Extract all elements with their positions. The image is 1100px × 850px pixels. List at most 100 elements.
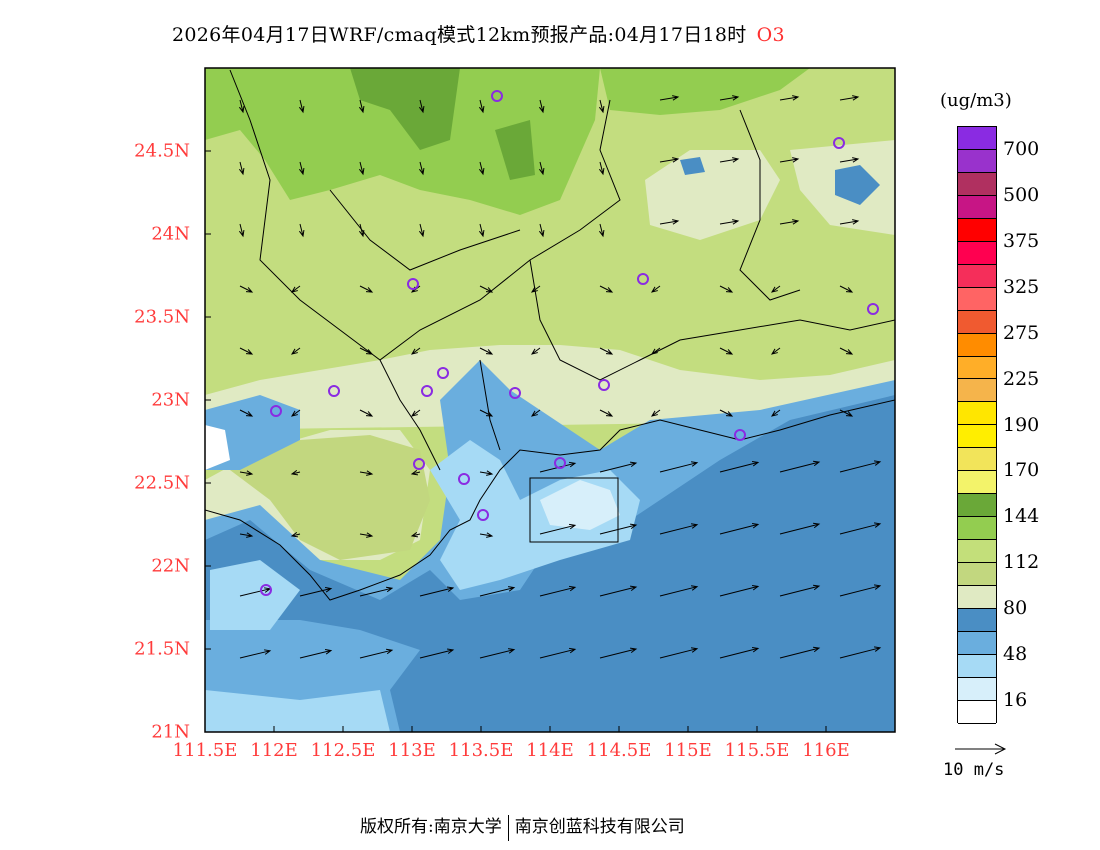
- colorbar-swatch: [958, 609, 996, 632]
- contour-green: [205, 68, 600, 215]
- colorbar-swatch: [958, 586, 996, 610]
- colorbar-swatch: [958, 540, 996, 564]
- colorbar-label: 375: [1003, 229, 1040, 252]
- wind-arrow-icon: [479, 470, 494, 476]
- site-marker-icon: [598, 379, 610, 391]
- colorbar-swatch: [958, 677, 996, 701]
- colorbar-swatch: [958, 654, 996, 678]
- contour-blue-nw: [205, 395, 300, 470]
- wind-arrow-icon: [719, 409, 734, 417]
- wind-arrow-icon: [659, 647, 699, 659]
- wind-arrow-icon: [839, 347, 854, 355]
- wind-arrow-icon: [299, 649, 333, 659]
- wind-arrow-icon: [418, 223, 425, 238]
- wind-arrow-icon: [358, 161, 365, 176]
- lon-tick-label: 112.5E: [310, 740, 376, 761]
- wind-arrow-icon: [779, 646, 821, 659]
- wind-arrow-icon: [779, 584, 821, 597]
- wind-arrow-icon: [410, 409, 421, 417]
- colorbar-label: 16: [1003, 689, 1028, 712]
- colorbar-label: 500: [1003, 183, 1040, 206]
- wind-arrow-icon: [538, 161, 545, 176]
- colorbar-swatch: [958, 241, 996, 265]
- lat-tick-label: 21.5N: [134, 638, 190, 660]
- wind-arrow-icon: [239, 532, 254, 538]
- lon-tick-label: 113E: [388, 740, 436, 761]
- site-marker-icon: [413, 458, 425, 470]
- wind-arrow-icon: [239, 347, 254, 355]
- wind-arrow-icon: [479, 586, 516, 597]
- wind-arrow-icon: [298, 99, 305, 114]
- wind-arrow-icon: [839, 219, 860, 225]
- colorbar-label: 48: [1003, 643, 1028, 666]
- contour-lightblue-s: [205, 690, 390, 732]
- lon-tick-label: 115E: [664, 740, 712, 761]
- contour-lightblue-sw: [210, 560, 300, 630]
- wind-arrow-icon: [290, 469, 301, 476]
- site-marker-icon: [260, 584, 272, 596]
- wind-reference-label: 10 m/s: [943, 760, 1005, 780]
- colorbar-swatch: [958, 402, 996, 426]
- wind-arrow-icon: [839, 95, 860, 101]
- wind-arrow-icon: [719, 285, 734, 293]
- colorbar-label: 80: [1003, 597, 1028, 620]
- wind-arrow-icon: [359, 409, 374, 417]
- concentration-field: [205, 68, 895, 732]
- wind-arrow-icon: [238, 161, 245, 176]
- wind-arrow-icon: [719, 522, 760, 535]
- colorbar-swatch: [958, 333, 996, 357]
- wind-arrow-icon: [839, 646, 882, 659]
- wind-arrow-icon: [479, 409, 494, 417]
- lat-tick-label: 22.5N: [134, 472, 190, 494]
- colorbar-label: 225: [1003, 367, 1040, 390]
- wind-arrow-icon: [479, 648, 516, 659]
- colorbar-swatch: [958, 149, 996, 173]
- wind-arrow-icon: [779, 157, 800, 163]
- site-marker-icon: [554, 457, 566, 469]
- wind-arrow-icon: [719, 95, 740, 101]
- lat-tick-label: 24N: [151, 223, 190, 245]
- site-marker-icon: [509, 387, 521, 399]
- contour-white-w: [205, 425, 230, 470]
- wind-arrow-icon: [839, 584, 882, 597]
- lat-tick-label: 23N: [151, 389, 190, 411]
- copyright-footer: 版权所有:南京大学 南京创蓝科技有限公司: [360, 812, 685, 841]
- colorbar-label: 170: [1003, 459, 1040, 482]
- wind-arrow-icon: [659, 95, 680, 101]
- wind-arrow-icon: [299, 587, 333, 597]
- species-label: O3: [756, 24, 785, 46]
- site-marker-icon: [833, 137, 845, 149]
- lon-tick-label: 111.5E: [172, 740, 238, 761]
- wind-arrow-icon: [839, 409, 854, 417]
- wind-arrow-icon: [719, 157, 740, 163]
- wind-arrow-icon: [659, 523, 699, 535]
- wind-arrow-icon: [418, 99, 425, 114]
- wind-arrow-icon: [290, 531, 301, 538]
- copyright-left: 版权所有:南京大学: [360, 817, 502, 837]
- colorbar-swatch: [958, 127, 996, 150]
- colorbar-swatch: [958, 287, 996, 311]
- wind-arrow-icon: [479, 285, 494, 293]
- wind-arrow-icon: [539, 585, 577, 597]
- contour-blue-ne: [835, 165, 880, 205]
- wind-arrow-icon: [779, 460, 821, 473]
- wind-arrow-icon: [779, 95, 800, 101]
- site-marker-icon: [491, 90, 503, 102]
- wind-arrow-icon: [839, 522, 882, 535]
- wind-arrow-icon: [479, 532, 494, 538]
- wind-arrow-icon: [599, 647, 638, 659]
- wind-arrow-icon: [538, 99, 545, 114]
- wind-arrow-icon: [530, 347, 541, 355]
- wind-reference-arrow-icon: [955, 743, 1007, 755]
- colorbar-swatch: [958, 494, 996, 518]
- wind-arrow-icon: [599, 347, 614, 355]
- lon-tick-label: 114.5E: [586, 740, 652, 761]
- colorbar-swatch: [958, 425, 996, 449]
- wind-arrow-icon: [659, 585, 699, 597]
- colorbar-swatch: [958, 172, 996, 196]
- wind-arrow-icon: [359, 347, 374, 355]
- wind-arrow-icon: [239, 409, 254, 417]
- wind-arrow-icon: [290, 285, 301, 293]
- wind-arrow-icon: [770, 347, 781, 355]
- colorbar-swatch: [958, 631, 996, 655]
